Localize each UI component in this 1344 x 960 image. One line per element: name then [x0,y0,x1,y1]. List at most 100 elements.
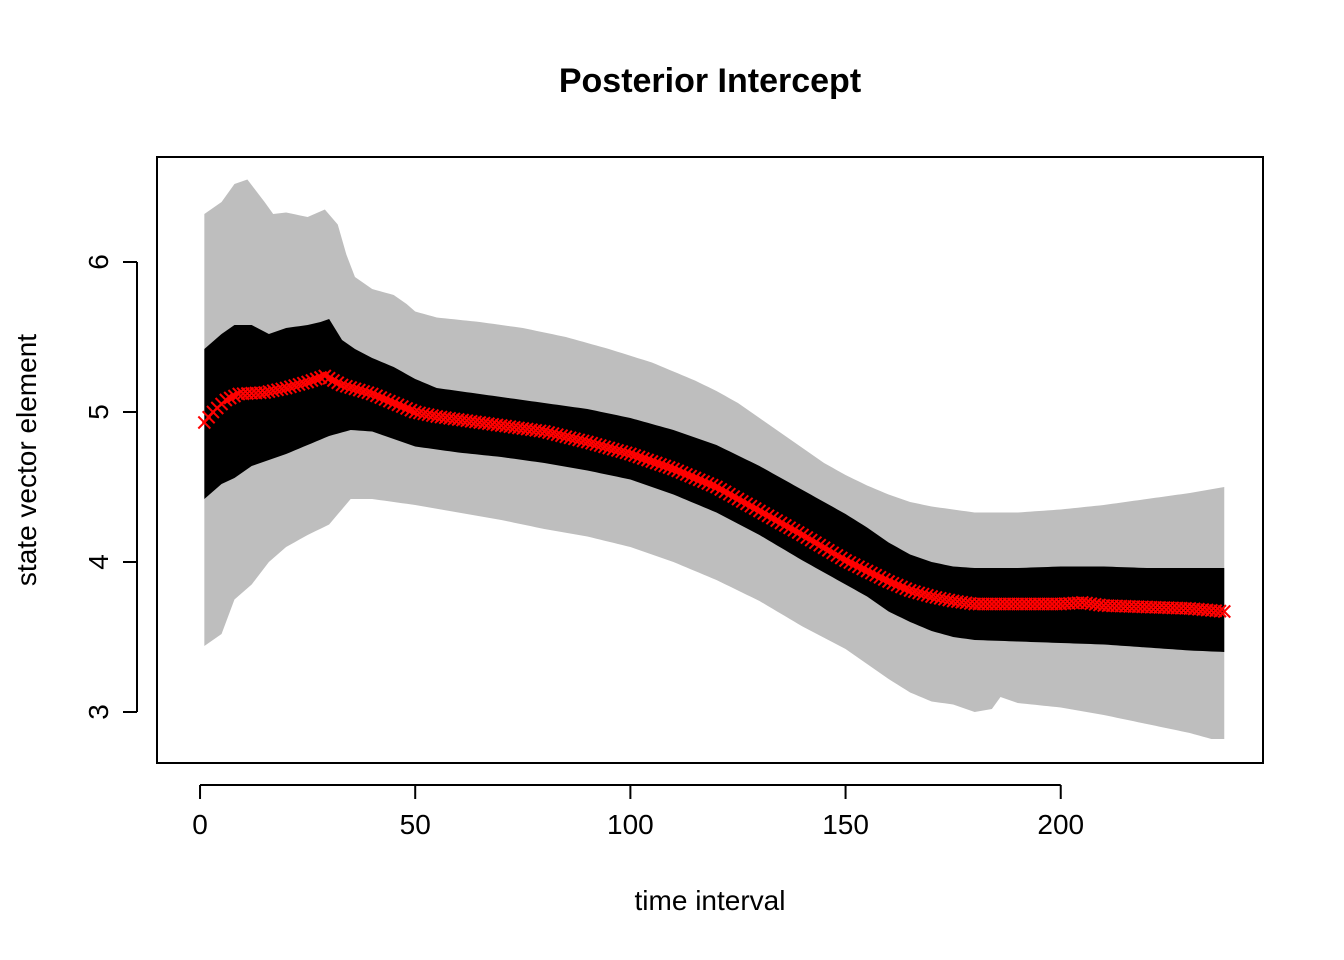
median-point [877,572,891,587]
median-point [696,474,711,489]
median-point [701,476,715,491]
median-point [300,375,315,389]
median-point [305,373,319,388]
y-axis: 3 4 5 6 [83,254,138,720]
median-point [645,454,659,469]
median-point [666,462,681,476]
median-point [636,451,651,466]
median-point [382,394,397,408]
chart-title: Posterior Intercept [559,62,861,100]
median-point [903,583,917,598]
median-point [580,435,595,449]
median-point [356,384,371,399]
median-point [610,443,625,458]
median-point [572,433,586,447]
median-point [279,381,293,395]
median-point [374,390,388,405]
median-point [615,444,629,459]
median-point [559,430,573,444]
median-point [352,383,366,397]
median-point [899,581,913,596]
median-point [288,378,302,393]
median-point [890,578,904,592]
median-point [348,382,362,396]
median-point [692,473,706,487]
median-point [296,376,311,390]
median-point [649,456,663,470]
y-tick-label: 4 [83,554,114,570]
y-tick-label: 6 [83,254,114,270]
median-point [309,372,323,386]
median-point [386,396,401,410]
median-point [679,467,694,482]
median-point [404,403,418,417]
median-point [227,389,242,403]
median-point [602,441,616,455]
median-point [322,371,336,385]
y-tick-label: 3 [83,704,114,720]
median-point [335,378,349,392]
median-point [675,465,689,480]
median-point [619,446,633,460]
median-point [1213,604,1227,618]
median-point [886,576,900,591]
median-point [838,553,853,568]
median-point [683,469,698,483]
median-point [369,389,384,403]
median-series [197,369,1231,619]
x-tick-label: 200 [1037,809,1084,840]
median-point [343,380,358,395]
median-point [275,382,289,396]
median-point [361,386,375,400]
median-point [653,457,668,472]
median-point [912,586,926,600]
median-point [365,387,379,401]
median-point [894,580,909,594]
median-point [326,373,341,388]
x-tick-label: 50 [400,809,431,840]
median-point [546,426,560,441]
median-point [881,574,896,589]
x-tick-label: 0 [192,809,208,840]
median-point [873,570,887,585]
median-point [597,440,612,454]
median-point [671,464,685,478]
x-tick-label: 150 [822,809,869,840]
plot-frame [156,156,1264,764]
median-point [1217,604,1231,619]
median-point [395,399,410,414]
x-axis: 0 50 100 150 200 [192,784,1084,840]
median-point [851,560,866,574]
median-point [868,568,883,582]
median-point [391,398,405,412]
median-point [563,431,577,445]
median-point [920,588,935,603]
median-point [843,555,857,570]
median-point [283,380,298,394]
median-point [662,460,676,475]
median-point [658,459,672,473]
median-point [541,425,556,440]
median-point [378,392,392,407]
median-point [606,442,620,456]
median-point [705,478,719,492]
median-point [399,401,414,416]
median-point [331,376,345,390]
median-point [593,438,607,453]
median-point [589,437,603,452]
median-point [567,432,582,446]
y-tick-label: 5 [83,404,114,420]
y-axis-label: state vector element [11,334,42,586]
median-point [623,447,638,461]
median-point [318,369,332,383]
median-point [554,428,569,443]
median-point [916,587,930,601]
x-tick-label: 100 [607,809,654,840]
median-point [223,391,237,405]
median-point [550,427,564,442]
median-point [576,434,590,448]
median-point [688,471,702,485]
median-point [292,377,306,392]
median-point [860,564,874,578]
